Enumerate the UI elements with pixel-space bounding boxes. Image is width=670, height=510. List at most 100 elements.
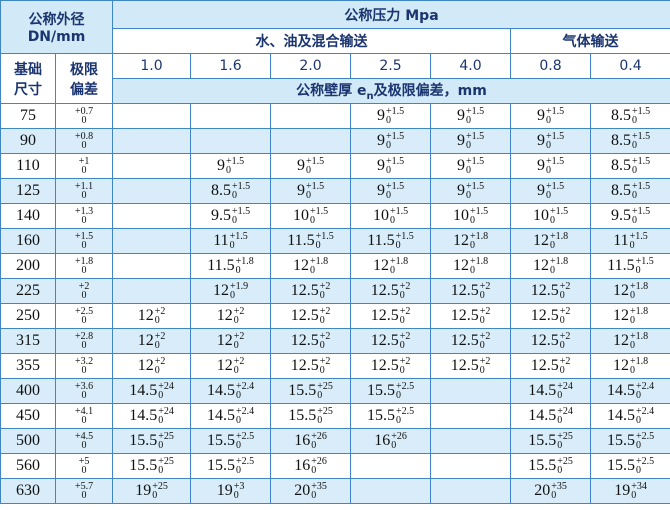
wall-cell: 12 +2 0 [190, 353, 272, 379]
wall-value: 15.5 [206, 431, 235, 449]
tolerance-stack: +2.5 0 [236, 432, 254, 451]
wall-value: 9 [376, 181, 385, 199]
lower-deviation: 0 [549, 240, 555, 252]
tolerance-stack: +2 0 [233, 307, 245, 327]
wall-value: 15.5 [606, 431, 635, 449]
upper-deviation: +2 [479, 356, 491, 368]
wall-value: 9 [296, 156, 305, 174]
lower-deviation: 0 [319, 340, 325, 352]
upper-deviation: +2 [154, 306, 166, 318]
lower-deviation: 0 [631, 215, 637, 227]
upper-deviation: +2 [399, 356, 411, 368]
upper-deviation: +2 [233, 331, 245, 343]
upper-deviation: +24 [557, 381, 573, 393]
data-row: 140 +1.3 0 9.5 +1.5 0 10 +1.5 0 10 +1.5 0 10 +1.5 0 10 +… [0, 203, 670, 229]
dn-cell: 560 [0, 453, 56, 479]
upper-deviation: +1.5 [229, 231, 248, 243]
wall-cell: 15.5 +25 0 [510, 453, 592, 479]
tolerance-stack: +1.5 0 [389, 206, 409, 226]
wall-value: 11 [213, 231, 229, 249]
lower-deviation: 0 [81, 240, 87, 251]
wall-value: 10 [372, 206, 389, 224]
wall-cell: 16 +26 0 [350, 428, 432, 454]
pressure-value: 4.0 [430, 53, 512, 79]
lower-deviation: 0 [479, 340, 485, 352]
tolerance-stack: +1.8 0 [470, 257, 488, 276]
upper-deviation: +3.6 [74, 381, 94, 392]
lower-deviation: 0 [233, 315, 239, 327]
lower-deviation: 0 [311, 440, 317, 452]
tolerance-stack: +2.5 0 [396, 407, 414, 426]
upper-deviation: +1.5 [385, 181, 405, 193]
tolerance-stack: +1.5 0 [396, 232, 414, 251]
wall-value: 15.5 [528, 431, 557, 449]
tolerance-stack: +2 0 [559, 357, 571, 377]
wall-cell: 9.5 +1.5 0 [190, 203, 272, 229]
upper-deviation: +2 [154, 356, 166, 368]
wall-cell: 15.5 +25 0 [270, 403, 352, 429]
upper-deviation: +5.7 [74, 481, 94, 492]
wall-cell [430, 428, 512, 454]
tolerance-stack: +1.5 0 [636, 257, 654, 276]
upper-deviation: +2.5 [235, 456, 255, 468]
wall-value: 12 [292, 256, 309, 274]
wall-value: 12.5 [370, 306, 399, 324]
upper-deviation: +2 [479, 281, 491, 293]
wall-value: 8.5 [610, 181, 631, 199]
group-header: 水、油及混合输送 [112, 28, 512, 54]
header-line: 尺寸 [14, 81, 42, 98]
tolerance-stack: +1.8 0 [75, 257, 93, 276]
wall-value: 9 [536, 106, 545, 124]
upper-deviation: +2 [319, 281, 331, 293]
tolerance-stack: +1.8 0 [629, 357, 648, 377]
tolerance-cell: +0.8 0 [54, 128, 114, 154]
upper-deviation: +26 [391, 431, 407, 443]
lower-deviation: 0 [81, 465, 87, 476]
wall-value: 12.5 [370, 281, 399, 299]
lower-deviation: 0 [549, 215, 555, 227]
wall-value: 12 [612, 331, 629, 349]
upper-deviation: +1.5 [389, 206, 409, 218]
wall-value: 9 [456, 106, 465, 124]
tolerance-stack: +2 0 [319, 332, 331, 352]
lower-deviation: 0 [629, 365, 635, 377]
lower-deviation: 0 [235, 465, 241, 477]
wall-cell [190, 128, 272, 154]
lower-deviation: 0 [235, 390, 241, 402]
wall-value: 12 [216, 331, 233, 349]
lower-deviation: 0 [559, 340, 565, 352]
lower-deviation: 0 [559, 365, 565, 377]
wall-cell [112, 153, 192, 179]
upper-deviation: +1.5 [231, 181, 251, 193]
lower-deviation: 0 [631, 115, 637, 127]
pressure-value: 2.0 [270, 53, 352, 79]
dn-cell: 110 [0, 153, 56, 179]
wall-sub: n [366, 90, 374, 102]
wall-cell [112, 278, 192, 304]
tolerance-stack: +2 0 [400, 307, 411, 326]
upper-deviation: +1.5 [305, 181, 325, 193]
wall-cell [112, 103, 192, 129]
tolerance-stack: +1.5 0 [632, 132, 650, 151]
wall-cell: 12 +1.9 0 [190, 278, 272, 304]
dn-cell: 500 [0, 428, 56, 454]
wall-value: 8.5 [610, 106, 631, 124]
lower-deviation: 0 [319, 315, 325, 327]
upper-deviation: +1.8 [389, 256, 409, 268]
upper-deviation: +1.5 [309, 206, 329, 218]
upper-deviation: +24 [158, 406, 174, 418]
wall-cell: 12.5 +2 0 [270, 353, 352, 379]
data-row: 630 +5.7 0 19 +25 0 19 +3 0 20 +35 0 20 +35 0 19 +34 0 [0, 478, 670, 504]
wall-value: 11.5 [287, 231, 315, 249]
upper-deviation: +1.5 [465, 106, 485, 118]
wall-value: 9 [376, 131, 385, 149]
pressure-value: 1.0 [112, 53, 192, 79]
wall-cell: 14.5 +24 0 [112, 403, 192, 429]
wall-value: 19 [216, 481, 233, 499]
wall-cell: 12 +1.8 0 [590, 278, 670, 304]
data-row: 355 +3.2 0 12 +2 0 12 +2 0 12.5 +2 0 12.5 +2 0 12.5 +2 0 1… [0, 353, 670, 379]
upper-deviation: +1.5 [545, 106, 565, 118]
lower-deviation: 0 [81, 390, 87, 401]
upper-deviation: +1.8 [235, 256, 254, 268]
